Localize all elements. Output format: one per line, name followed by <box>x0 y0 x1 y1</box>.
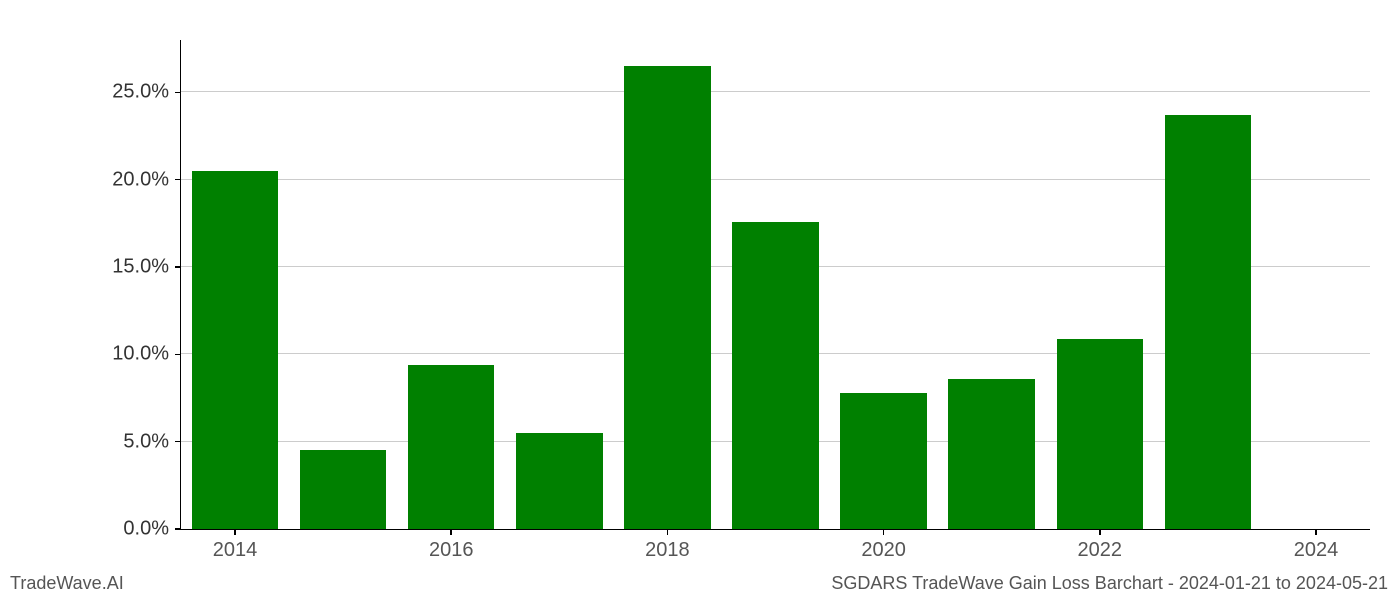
footer-right-label: SGDARS TradeWave Gain Loss Barchart - 20… <box>831 573 1388 594</box>
bar <box>948 379 1034 529</box>
y-tick-mark <box>175 92 181 94</box>
x-tick-mark <box>667 529 669 535</box>
bar <box>300 450 386 529</box>
x-tick-label: 2014 <box>213 539 258 562</box>
bar <box>840 393 926 529</box>
y-tick-label: 0.0% <box>123 518 169 541</box>
plot-area: 0.0%5.0%10.0%15.0%20.0%25.0%201420162018… <box>180 40 1370 530</box>
y-tick-mark <box>175 528 181 530</box>
bar <box>408 365 494 529</box>
bar <box>1165 115 1251 529</box>
bar <box>192 171 278 529</box>
x-tick-mark <box>1315 529 1317 535</box>
x-tick-mark <box>234 529 236 535</box>
gridline <box>181 91 1370 92</box>
x-tick-label: 2022 <box>1078 539 1123 562</box>
x-tick-mark <box>1099 529 1101 535</box>
bar <box>1057 339 1143 529</box>
y-tick-label: 10.0% <box>112 343 169 366</box>
y-tick-label: 5.0% <box>123 430 169 453</box>
x-tick-label: 2016 <box>429 539 474 562</box>
x-tick-mark <box>450 529 452 535</box>
y-tick-label: 15.0% <box>112 256 169 279</box>
y-tick-mark <box>175 179 181 181</box>
bar <box>624 66 710 529</box>
y-tick-mark <box>175 266 181 268</box>
y-tick-mark <box>175 441 181 443</box>
x-tick-label: 2018 <box>645 539 690 562</box>
footer-left-label: TradeWave.AI <box>10 573 124 594</box>
x-tick-label: 2024 <box>1294 539 1339 562</box>
y-tick-label: 20.0% <box>112 168 169 191</box>
x-tick-label: 2020 <box>861 539 906 562</box>
y-tick-label: 25.0% <box>112 81 169 104</box>
y-tick-mark <box>175 354 181 356</box>
chart-container: 0.0%5.0%10.0%15.0%20.0%25.0%201420162018… <box>180 40 1370 530</box>
bar <box>732 222 818 529</box>
bar <box>516 433 602 529</box>
x-tick-mark <box>883 529 885 535</box>
